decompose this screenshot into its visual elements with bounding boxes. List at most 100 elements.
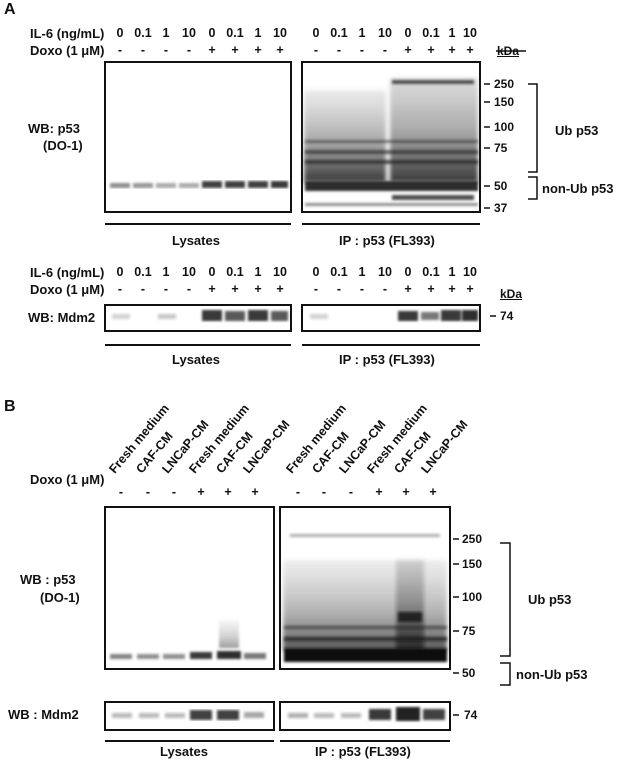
marker-a-74: 74 (500, 309, 514, 323)
il6-lys-a1-4: 0 (208, 26, 216, 40)
il6-lys-a2-4: 0 (208, 265, 216, 279)
il6-lys-a2-3: 10 (182, 265, 196, 279)
doxo-lys-a2-5: + (231, 282, 239, 296)
doxo-lys-a2-7: + (276, 282, 284, 296)
lysates-label-a2: Lysates (172, 352, 220, 367)
marker-a-150: 150 (494, 95, 515, 109)
blot-a-lysates-p53 (104, 61, 292, 213)
doxo-lys-b-2: - (171, 485, 177, 499)
doxo-lys-a2-6: + (254, 282, 262, 296)
bands-b-lysates-mdm2 (112, 710, 264, 720)
doxo-lys-a1-2: - (163, 43, 169, 57)
doxo-ip-a2-7: + (466, 282, 474, 296)
doxo-ip-a1-7: + (466, 43, 474, 57)
il6-lys-a1-7: 10 (273, 26, 287, 40)
il6-lys-a2-2: 1 (162, 265, 170, 279)
wb-p53-label-a: WB: p53 (28, 121, 80, 136)
il6-label-a1: IL-6 (ng/mL) (30, 26, 105, 41)
ub-p53-label-a: Ub p53 (555, 123, 599, 138)
doxo-lys-a1-0: - (117, 43, 123, 57)
doxo-lys-a1-3: - (186, 43, 192, 57)
marker-b-75: 75 (462, 624, 476, 638)
doxo-ip-b-2: - (348, 485, 354, 499)
doxo-ip-a2-4: + (404, 282, 412, 296)
il6-ip-a2-2: 1 (358, 265, 366, 279)
il6-ip-a1-1: 0.1 (330, 26, 348, 40)
doxo-lys-a1-5: + (231, 43, 239, 57)
il6-lys-a2-5: 0.1 (226, 265, 244, 279)
il6-lys-a1-1: 0.1 (134, 26, 152, 40)
doxo-ip-b-4: + (402, 485, 410, 499)
bands-a-ip-mdm2 (310, 310, 478, 321)
il6-ip-a2-4: 0 (404, 265, 412, 279)
doxo-label-a1: Doxo (1 μM) (30, 43, 105, 58)
doxo-ip-a1-5: + (427, 43, 435, 57)
il6-ip-a2-7: 10 (463, 265, 477, 279)
doxo-lys-a2-2: - (163, 282, 169, 296)
il6-lys-a2-6: 1 (254, 265, 262, 279)
wb-p53-sub-b: (DO-1) (40, 590, 80, 605)
lysates-label-a1: Lysates (172, 233, 220, 248)
doxo-lys-a1-6: + (254, 43, 262, 57)
il6-ip-a2-1: 0.1 (330, 265, 348, 279)
doxo-ip-b-0: - (295, 485, 301, 499)
il6-lys-a1-0: 0 (116, 26, 124, 40)
nonub-p53-label-a: non-Ub p53 (542, 181, 614, 196)
marker-b-50: 50 (462, 666, 476, 680)
il6-ip-a2-5: 0.1 (422, 265, 440, 279)
il6-ip-a1-3: 10 (378, 26, 392, 40)
doxo-lys-b-5: + (251, 485, 259, 499)
il6-ip-a1-4: 0 (404, 26, 412, 40)
wb-mdm2-label-b: WB : Mdm2 (8, 707, 79, 722)
doxo-ip-a1-2: - (359, 43, 365, 57)
doxo-ip-a1-4: + (404, 43, 412, 57)
doxo-lys-a1-4: + (208, 43, 216, 57)
wb-mdm2-label-a: WB: Mdm2 (28, 310, 96, 325)
panel-b-letter: B (4, 398, 16, 415)
il6-lys-a1-2: 1 (162, 26, 170, 40)
brackets-a (484, 50, 538, 317)
doxo-lys-a2-4: + (208, 282, 216, 296)
nonub-p53-label-b: non-Ub p53 (516, 667, 588, 682)
blot-b-ip-mdm2 (279, 701, 451, 731)
doxo-ip-a2-0: - (313, 282, 319, 296)
doxo-label-b: Doxo (1 μM) (30, 472, 105, 487)
doxo-ip-b-3: + (375, 485, 383, 499)
ip-label-b: IP : p53 (FL393) (315, 744, 411, 759)
il6-ip-a1-0: 0 (312, 26, 320, 40)
doxo-lys-a2-1: - (140, 282, 146, 296)
doxo-ip-a1-1: - (336, 43, 342, 57)
doxo-lys-a2-3: - (186, 282, 192, 296)
il6-lys-a2-1: 0.1 (134, 265, 152, 279)
ub-p53-label-b: Ub p53 (528, 592, 572, 607)
doxo-ip-b-5: + (429, 485, 437, 499)
wb-p53-sub-a: (DO-1) (43, 138, 83, 153)
il6-lys-a2-0: 0 (116, 265, 124, 279)
il6-ip-a1-2: 1 (358, 26, 366, 40)
il6-label-a2: IL-6 (ng/mL) (30, 265, 105, 280)
il6-ip-a2-3: 10 (378, 265, 392, 279)
wb-p53-label-b: WB : p53 (20, 572, 76, 587)
doxo-lys-b-1: - (145, 485, 151, 499)
il6-ip-a1-6: 1 (448, 26, 456, 40)
il6-ip-a1-7: 10 (463, 26, 477, 40)
lysates-label-b: Lysates (160, 744, 208, 759)
doxo-ip-a2-6: + (448, 282, 456, 296)
ip-label-a2: IP : p53 (FL393) (339, 352, 435, 367)
doxo-lys-b-0: - (118, 485, 124, 499)
il6-ip-a2-0: 0 (312, 265, 320, 279)
il6-lys-a1-6: 1 (254, 26, 262, 40)
doxo-lys-b-3: + (197, 485, 205, 499)
marker-a-250: 250 (494, 77, 515, 91)
marker-a-100: 100 (494, 120, 515, 134)
doxo-ip-a1-0: - (313, 43, 319, 57)
marker-b-74: 74 (464, 708, 478, 722)
doxo-ip-a1-6: + (448, 43, 456, 57)
bands-a-lysates-p53 (110, 181, 288, 188)
marker-a-75: 75 (494, 141, 508, 155)
il6-ip-a2-6: 1 (448, 265, 456, 279)
doxo-ip-b-1: - (321, 485, 327, 499)
bands-a-lysates-mdm2 (112, 310, 288, 321)
il6-lys-a2-7: 10 (273, 265, 287, 279)
